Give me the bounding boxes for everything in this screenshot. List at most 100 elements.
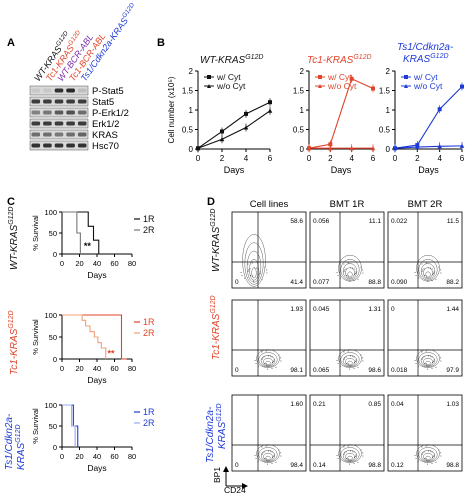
x-axis-label: Days xyxy=(418,165,439,175)
event-dot xyxy=(263,356,265,358)
event-dot xyxy=(243,277,245,279)
density-contour xyxy=(347,360,353,365)
quadrant-value-ur: 1.31 xyxy=(368,306,381,313)
event-dot xyxy=(428,355,430,357)
flow-row-label-1: Tc1-KRASG12D xyxy=(210,295,222,360)
y-tick-label: 2 xyxy=(300,67,305,76)
event-dot xyxy=(424,457,426,459)
event-dot xyxy=(424,362,426,364)
event-dot xyxy=(265,445,267,447)
event-dot xyxy=(440,272,442,274)
event-dot xyxy=(343,453,345,455)
event-dot xyxy=(353,368,355,370)
significance-label: ** xyxy=(108,348,116,358)
flow-row-label-0-sup: G12D xyxy=(210,209,217,227)
density-contour xyxy=(260,355,276,367)
x-tick-label: 20 xyxy=(75,364,83,373)
event-dot xyxy=(355,272,357,274)
panel-b-growth-curves: 0 2 4 6 0 0.5 1 1.5 2 Days Cell number (x10⁵) WT-KR… xyxy=(167,42,465,175)
event-dot xyxy=(344,452,346,454)
event-dot xyxy=(362,360,364,362)
blot-band xyxy=(43,121,52,126)
legend-marker xyxy=(404,75,408,79)
row-label-c-2-1-main: KRAS xyxy=(16,442,27,470)
event-dot xyxy=(362,357,364,359)
event-dot xyxy=(280,360,282,362)
density-contour xyxy=(425,455,431,460)
cd24-axis-label: CD24 xyxy=(224,485,246,494)
event-dot xyxy=(261,358,263,360)
event-dot xyxy=(349,368,351,370)
flow-row-label-0-main: WT-KRAS xyxy=(211,226,222,272)
quadrant-value-ur: 1.03 xyxy=(446,401,459,408)
event-dot xyxy=(349,280,351,282)
density-contour xyxy=(423,267,433,279)
event-dot xyxy=(425,350,427,352)
event-dot xyxy=(346,457,348,459)
event-dot xyxy=(433,271,435,273)
x-tick-label: 0 xyxy=(196,154,201,163)
y-axis-label: % Survival xyxy=(31,408,40,444)
event-dot xyxy=(240,272,242,274)
event-dot xyxy=(343,263,345,265)
row-label-c-2-0-main: Ts1/Cdkn2a- xyxy=(4,413,15,470)
legend-marker xyxy=(207,84,211,88)
legend-marker xyxy=(207,75,211,79)
x-tick-label: 4 xyxy=(244,154,249,163)
x-axis-label: Days xyxy=(87,463,106,473)
x-tick-label: 6 xyxy=(371,154,376,163)
y-tick-label: 2 xyxy=(386,67,391,76)
event-dot xyxy=(261,278,263,280)
density-contour xyxy=(260,450,276,462)
survival-line-0 xyxy=(62,211,100,254)
event-dot xyxy=(251,262,253,264)
quadrant-value-ll: 0.077 xyxy=(313,279,330,286)
density-contour xyxy=(265,360,271,365)
x-tick-label: 2 xyxy=(328,154,333,163)
series-line-0 xyxy=(394,86,463,149)
event-dot xyxy=(433,272,435,274)
blot-band xyxy=(66,143,75,148)
density-contour xyxy=(416,444,440,463)
chart-b-title-2-main: Ts1/Cdkn2a- xyxy=(397,42,454,53)
event-dot xyxy=(357,366,359,368)
flow-row-label-0: WT-KRASG12D xyxy=(210,209,222,273)
density-contour xyxy=(246,250,262,283)
row-label-c-2-0: Ts1/Cdkn2a- xyxy=(4,413,15,470)
blot-band xyxy=(43,99,52,104)
event-dot xyxy=(353,280,355,282)
event-dot xyxy=(278,449,280,451)
event-dot xyxy=(350,355,352,357)
flow-row-label-2-a-main: Ts1/Cdkn2a- xyxy=(205,406,216,463)
y-tick-label: 100 xyxy=(44,208,57,217)
blot-label-3: Erk1/2 xyxy=(92,119,119,130)
event-dot xyxy=(266,272,268,274)
legend-marker xyxy=(318,84,322,88)
density-contour xyxy=(338,349,362,368)
event-dot xyxy=(350,267,352,269)
density-contour xyxy=(416,349,440,368)
event-dot xyxy=(258,274,260,276)
event-dot xyxy=(360,449,362,451)
y-tick-label: 0 xyxy=(386,145,391,154)
y-tick-label: 0 xyxy=(189,145,194,154)
density-contour xyxy=(340,259,360,281)
blot-band xyxy=(31,88,41,93)
quadrant-value-lr: 98.1 xyxy=(290,367,303,374)
quadrant-value-lr: 97.9 xyxy=(446,367,459,374)
event-dot xyxy=(273,455,275,457)
quadrant-value-ll: 0.14 xyxy=(313,462,326,469)
bp1-arrow-head xyxy=(223,466,229,472)
event-dot xyxy=(360,354,362,356)
event-dot xyxy=(435,278,437,280)
blot-band xyxy=(43,110,52,115)
series-line-0 xyxy=(308,78,374,149)
event-dot xyxy=(265,363,267,365)
survival-line-1 xyxy=(62,211,81,254)
survival-line-1 xyxy=(62,314,107,359)
event-dot xyxy=(337,275,339,277)
quadrant-value-ur: 1.44 xyxy=(446,306,459,313)
event-dot xyxy=(414,360,416,362)
event-dot xyxy=(261,446,263,448)
quadrant-value-ll: 0.018 xyxy=(391,367,408,374)
